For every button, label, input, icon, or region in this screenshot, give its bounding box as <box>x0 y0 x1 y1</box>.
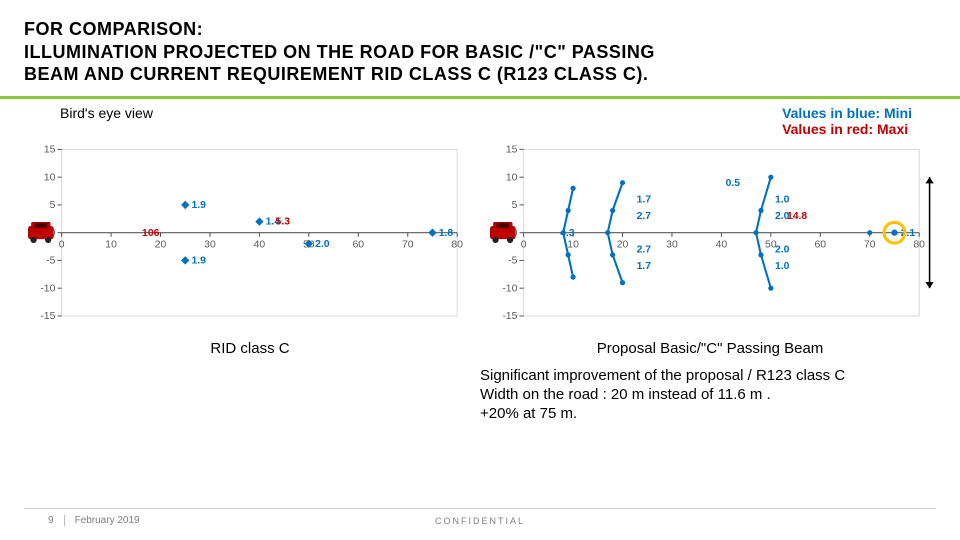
summary-block: Significant improvement of the proposal … <box>0 357 960 423</box>
svg-text:15: 15 <box>506 144 518 155</box>
svg-text:0.5: 0.5 <box>726 177 741 188</box>
chart-right-title: Proposal Basic/"C" Passing Beam <box>480 340 940 357</box>
svg-text:5.3: 5.3 <box>276 216 291 227</box>
footer-confidential: CONFIDENTIAL <box>435 516 525 526</box>
svg-text:106: 106 <box>142 227 160 238</box>
footer-date: February 2019 <box>75 515 140 526</box>
svg-text:1.0: 1.0 <box>775 194 790 205</box>
summary-line-2: Width on the road : 20 m instead of 11.6… <box>480 386 960 405</box>
svg-text:-15: -15 <box>502 311 517 322</box>
svg-text:15: 15 <box>44 144 56 155</box>
title-line-3: BEAM AND CURRENT REQUIREMENT RID CLASS C… <box>24 64 648 84</box>
svg-text:30: 30 <box>666 239 678 250</box>
svg-text:1.9: 1.9 <box>191 200 206 211</box>
svg-text:1.0: 1.0 <box>775 261 790 272</box>
svg-text:-15: -15 <box>40 311 55 322</box>
page-number: 9 <box>48 515 65 526</box>
svg-text:60: 60 <box>815 239 827 250</box>
legend-row: Bird's eye view Values in blue: Mini Val… <box>0 99 960 137</box>
svg-text:30: 30 <box>204 239 216 250</box>
svg-text:10: 10 <box>105 239 117 250</box>
svg-text:2.0: 2.0 <box>775 244 790 255</box>
svg-text:1.9: 1.9 <box>191 255 206 266</box>
svg-text:80: 80 <box>913 239 925 250</box>
page-title: FOR COMPARISON: ILLUMINATION PROJECTED O… <box>24 18 936 86</box>
charts-row: -15-10-5051015010203040506070801.91.42.0… <box>0 139 960 337</box>
svg-text:1.7: 1.7 <box>637 261 652 272</box>
chart-left-title: RID class C <box>20 340 480 357</box>
svg-text:-5: -5 <box>46 255 55 266</box>
svg-text:40: 40 <box>254 239 266 250</box>
svg-text:2.0: 2.0 <box>315 238 330 249</box>
chart-right: -15-10-5051015010203040506070804.31.72.7… <box>482 139 940 337</box>
svg-text:70: 70 <box>402 239 414 250</box>
svg-text:5: 5 <box>512 200 518 211</box>
chart-titles: RID class C Proposal Basic/"C" Passing B… <box>0 336 960 357</box>
legend-right: Values in blue: Mini Values in red: Maxi <box>782 105 912 137</box>
svg-text:5: 5 <box>50 200 56 211</box>
svg-text:0: 0 <box>521 239 527 250</box>
svg-text:2.7: 2.7 <box>637 244 652 255</box>
svg-text:-10: -10 <box>502 283 517 294</box>
svg-text:4.3: 4.3 <box>560 227 575 238</box>
chart-left: -15-10-5051015010203040506070801.91.42.0… <box>20 139 478 337</box>
legend-red: Values in red: Maxi <box>782 121 912 137</box>
svg-text:40: 40 <box>716 239 728 250</box>
chart-right-wrap: -15-10-5051015010203040506070804.31.72.7… <box>482 139 940 337</box>
svg-text:1.7: 1.7 <box>637 194 652 205</box>
svg-text:10: 10 <box>567 239 579 250</box>
svg-text:14.8: 14.8 <box>787 211 807 222</box>
svg-text:2.7: 2.7 <box>637 211 652 222</box>
footer: 9 February 2019 CONFIDENTIAL <box>24 508 936 526</box>
legend-left: Bird's eye view <box>60 105 153 137</box>
svg-text:10: 10 <box>506 172 518 183</box>
svg-text:60: 60 <box>353 239 365 250</box>
title-line-1: FOR COMPARISON: <box>24 19 203 39</box>
title-line-2: ILLUMINATION PROJECTED ON THE ROAD FOR B… <box>24 42 655 62</box>
title-block: FOR COMPARISON: ILLUMINATION PROJECTED O… <box>0 0 960 99</box>
summary-line-1: Significant improvement of the proposal … <box>480 367 960 386</box>
svg-text:1.8: 1.8 <box>439 227 454 238</box>
svg-text:80: 80 <box>451 239 463 250</box>
summary-line-3: +20% at 75 m. <box>480 405 960 424</box>
chart-left-wrap: -15-10-5051015010203040506070801.91.42.0… <box>20 139 478 337</box>
svg-text:-5: -5 <box>508 255 517 266</box>
svg-text:20: 20 <box>617 239 629 250</box>
legend-blue: Values in blue: Mini <box>782 105 912 121</box>
svg-text:0: 0 <box>59 239 65 250</box>
svg-text:70: 70 <box>864 239 876 250</box>
svg-text:20: 20 <box>155 239 167 250</box>
svg-text:10: 10 <box>44 172 56 183</box>
svg-text:-10: -10 <box>40 283 55 294</box>
